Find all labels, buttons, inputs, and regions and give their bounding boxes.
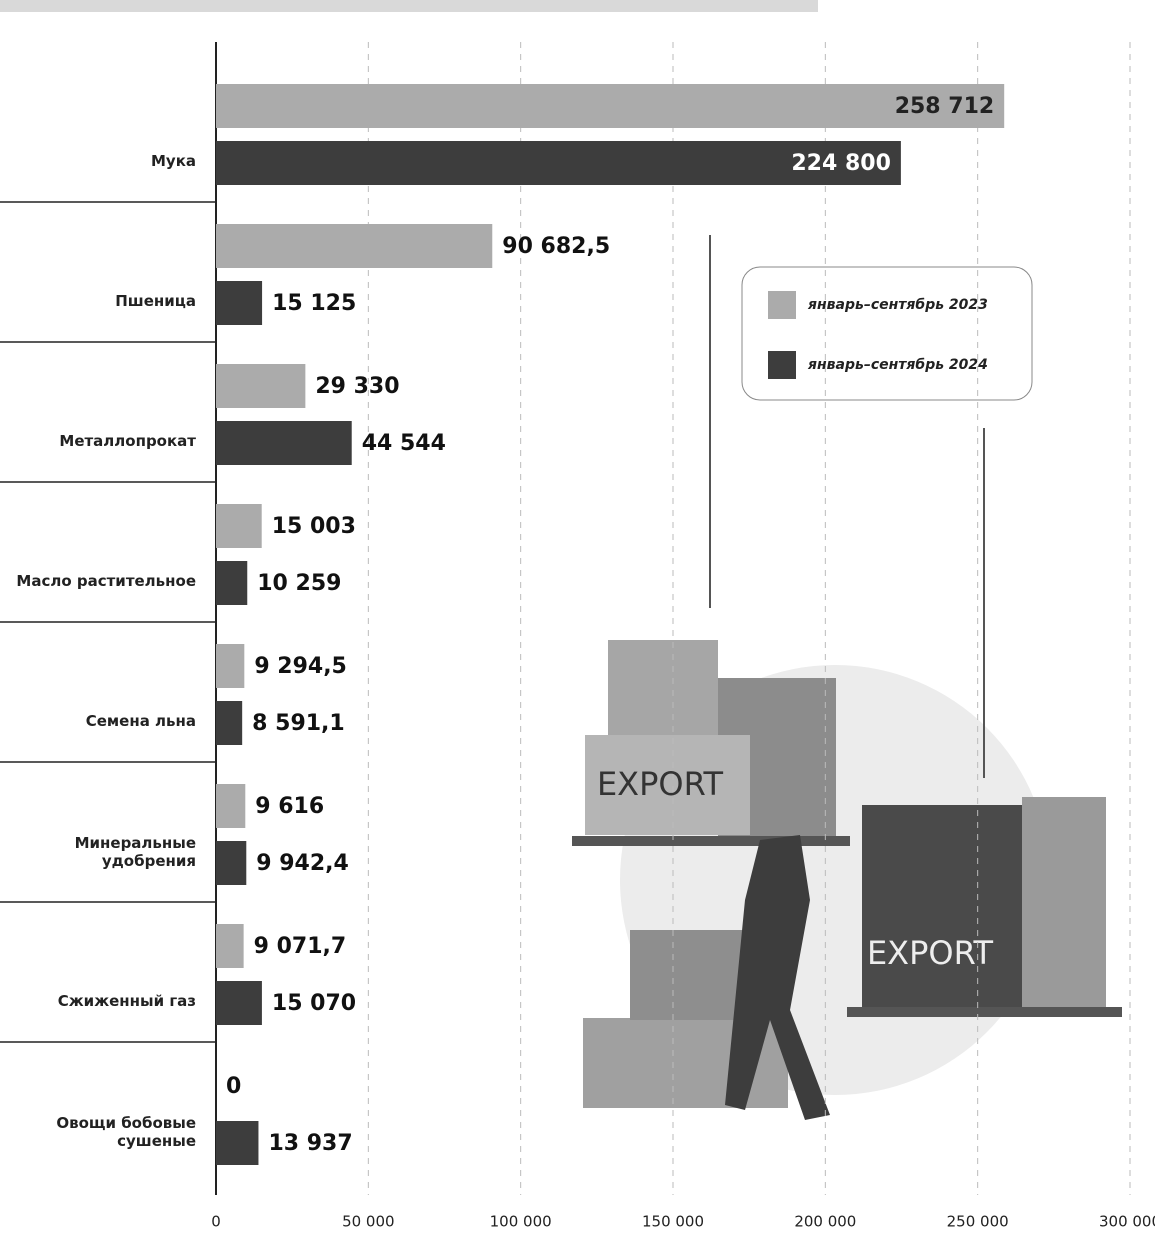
- category-label: Сжиженный газ: [57, 992, 196, 1010]
- value-label: 9 294,5: [254, 654, 347, 679]
- bar: [216, 784, 246, 828]
- category-label: Металлопрокат: [59, 432, 196, 450]
- bar: [216, 1121, 259, 1165]
- value-label: 13 937: [268, 1131, 352, 1156]
- legend-label: январь–сентябрь 2023: [807, 297, 988, 313]
- category-label: Масло растительное: [16, 572, 196, 590]
- bar: [216, 84, 1005, 128]
- value-label: 10 259: [257, 571, 341, 596]
- value-label: 9 071,7: [254, 934, 347, 959]
- legend-swatch: [768, 291, 796, 319]
- illustration-label: EXPORT: [597, 765, 724, 803]
- value-label: 44 544: [362, 431, 446, 456]
- value-label: 15 125: [272, 291, 356, 316]
- category-label: Семена льна: [85, 712, 196, 730]
- bar: [216, 141, 901, 185]
- illustration-label: EXPORT: [867, 934, 994, 972]
- bar: [216, 364, 306, 408]
- bar: [216, 981, 262, 1025]
- bar: [216, 281, 263, 325]
- bar: [216, 701, 243, 745]
- value-label: 258 712: [895, 94, 995, 119]
- category-label: Овощи бобовые сушеные: [56, 1114, 196, 1150]
- bar: [216, 561, 248, 605]
- x-tick-label: 250 000: [947, 1213, 1009, 1231]
- category-label: Мука: [150, 152, 196, 170]
- bar: [216, 504, 262, 548]
- x-tick-label: 200 000: [794, 1213, 856, 1231]
- x-tick-label: 0: [211, 1213, 221, 1231]
- x-tick-label: 100 000: [490, 1213, 552, 1231]
- value-label: 15 003: [272, 514, 356, 539]
- category-label: Пшеница: [115, 292, 196, 310]
- value-label: 0: [226, 1074, 241, 1099]
- bar: [216, 224, 493, 268]
- bar: [216, 841, 247, 885]
- legend-swatch: [768, 351, 796, 379]
- value-label: 8 591,1: [252, 711, 345, 736]
- illustration: EXPORT EXPORT: [572, 235, 1122, 1120]
- x-tick-label: 50 000: [342, 1213, 395, 1231]
- top-strip: [0, 0, 818, 12]
- value-label: 15 070: [272, 991, 356, 1016]
- x-tick-label: 300 000: [1099, 1213, 1155, 1231]
- legend-box: [741, 266, 1033, 401]
- value-label: 90 682,5: [502, 234, 610, 259]
- bar: [216, 421, 352, 465]
- value-label: 224 800: [791, 151, 891, 176]
- value-label: 9 616: [255, 794, 324, 819]
- bar: [216, 924, 244, 968]
- category-label: Минеральные удобрения: [74, 834, 196, 870]
- value-label: 9 942,4: [256, 851, 349, 876]
- x-tick-label: 150 000: [642, 1213, 704, 1231]
- bar: [216, 644, 245, 688]
- legend-label: январь–сентябрь 2024: [807, 357, 988, 373]
- value-label: 29 330: [315, 374, 399, 399]
